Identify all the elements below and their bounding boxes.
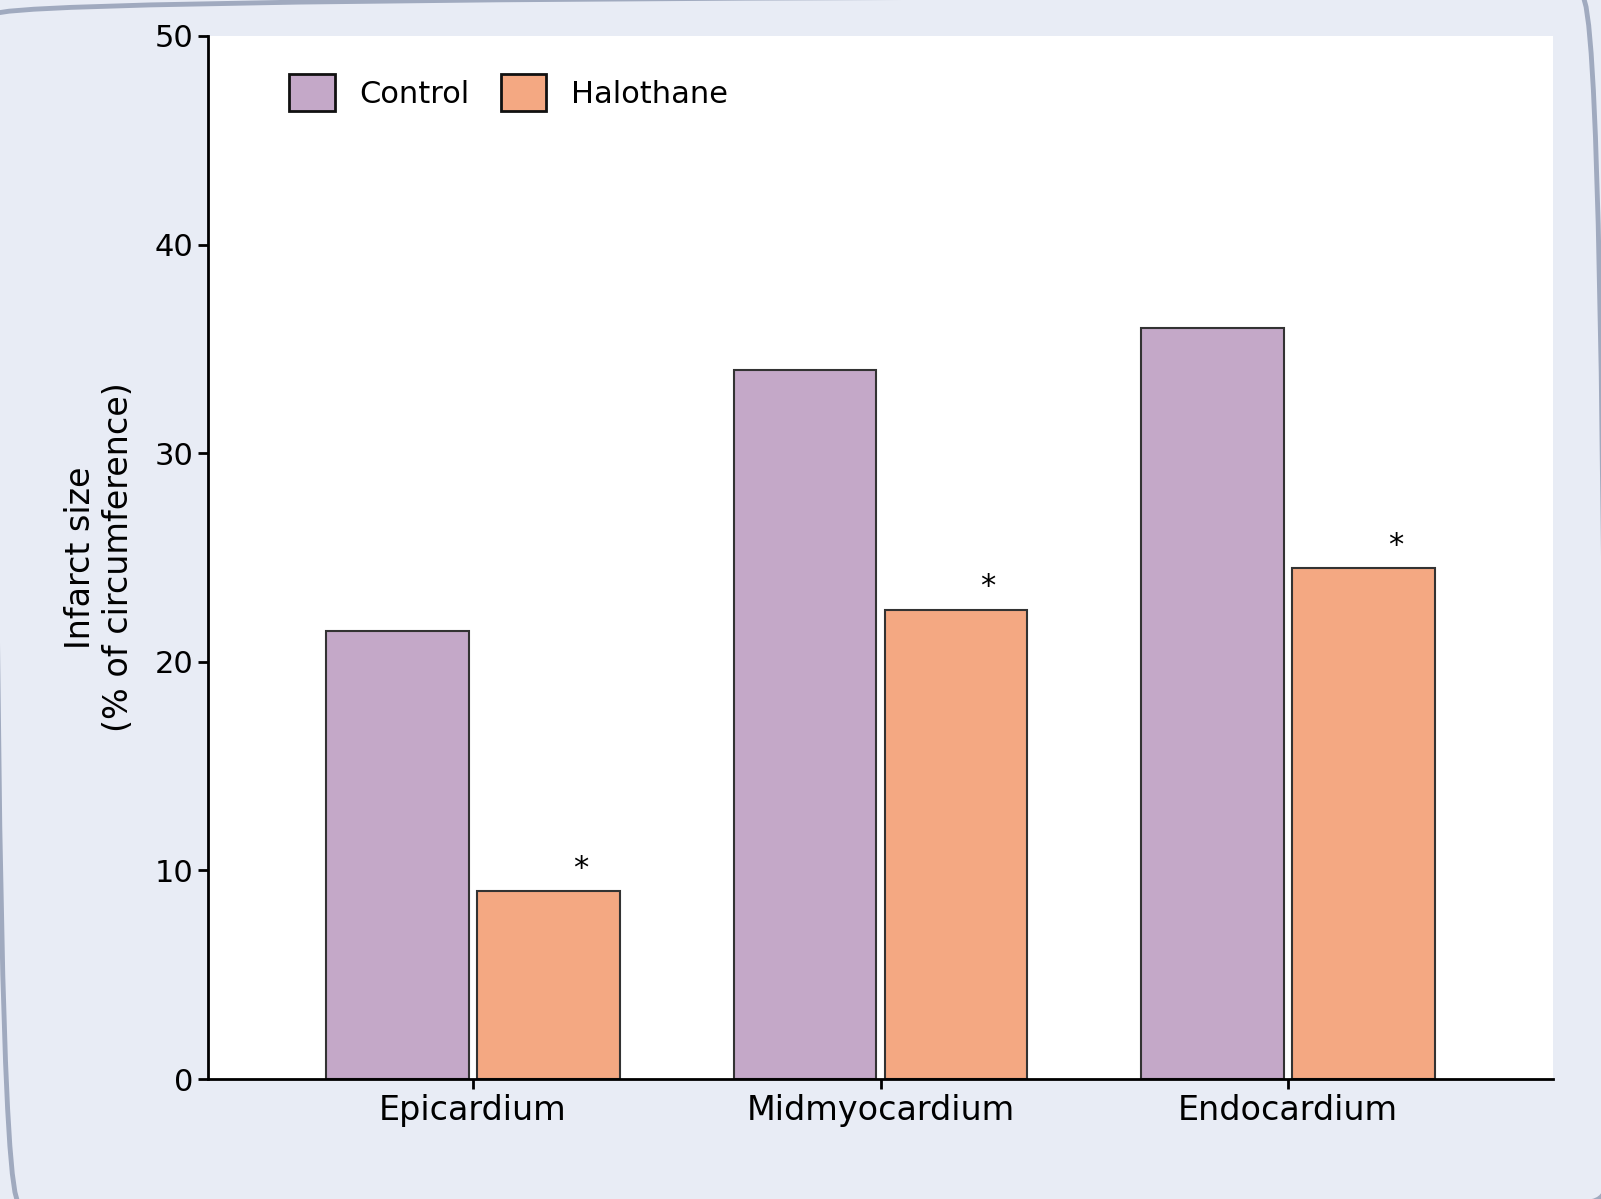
Bar bbox=[733, 369, 876, 1079]
Text: *: * bbox=[573, 854, 588, 882]
Text: *: * bbox=[1388, 531, 1402, 560]
Bar bbox=[1142, 329, 1284, 1079]
Bar bbox=[327, 631, 469, 1079]
Bar bbox=[477, 891, 620, 1079]
Bar bbox=[1292, 568, 1434, 1079]
Text: *: * bbox=[980, 572, 996, 602]
Bar bbox=[885, 609, 1028, 1079]
Y-axis label: Infarct size
(% of circumference): Infarct size (% of circumference) bbox=[64, 382, 134, 733]
Legend: Control, Halothane: Control, Halothane bbox=[277, 61, 740, 123]
